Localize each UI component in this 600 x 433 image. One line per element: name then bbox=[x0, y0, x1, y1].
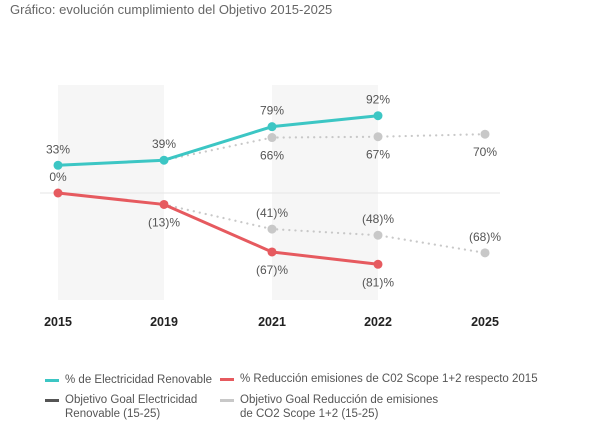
legend-item-renewable[interactable]: % de Electricidad Renovable bbox=[45, 373, 213, 387]
data-label: 33% bbox=[46, 142, 70, 156]
data-point bbox=[267, 224, 277, 234]
data-point bbox=[373, 111, 383, 121]
data-label: (67)% bbox=[256, 263, 288, 277]
data-label: 39% bbox=[152, 137, 176, 151]
data-point bbox=[159, 155, 169, 165]
chart-title: Gráfico: evolución cumplimiento del Obje… bbox=[10, 2, 333, 17]
legend-swatch-red bbox=[220, 378, 234, 381]
data-point bbox=[53, 160, 63, 170]
series-line bbox=[56, 114, 380, 167]
data-point bbox=[53, 188, 63, 198]
legend-label-line1: Objetivo Goal Electricidad bbox=[65, 394, 198, 406]
legend-swatch-dark-gray bbox=[45, 399, 59, 402]
series-line bbox=[56, 191, 380, 266]
data-label: 79% bbox=[260, 104, 284, 118]
data-point bbox=[267, 133, 277, 143]
legend-label-line1: Objetivo Goal Reducción de emisiones bbox=[240, 394, 439, 406]
data-label: 0% bbox=[49, 170, 67, 184]
data-label: 70% bbox=[473, 145, 497, 159]
x-tick-label: 2015 bbox=[44, 315, 72, 329]
data-label: (13)% bbox=[148, 215, 180, 229]
data-point bbox=[480, 248, 490, 258]
series-line bbox=[162, 133, 487, 162]
data-point bbox=[373, 230, 383, 240]
data-label: 92% bbox=[366, 93, 390, 107]
legend-item-emissions-reduction[interactable]: % Reducción emisiones de C02 Scope 1+2 r… bbox=[220, 372, 538, 386]
data-label: (41)% bbox=[256, 206, 288, 220]
legend-label: % Reducción emisiones de C02 Scope 1+2 r… bbox=[240, 373, 538, 385]
data-point bbox=[159, 199, 169, 209]
legend-swatch-light-gray bbox=[220, 399, 234, 402]
data-label: (48)% bbox=[362, 212, 394, 226]
x-tick-label: 2021 bbox=[258, 315, 286, 329]
data-label: 66% bbox=[260, 149, 284, 163]
legend-item-renewable-goal[interactable]: Objetivo Goal Electricidad Renovable (15… bbox=[45, 393, 198, 421]
legend-label-line2: Renovable (15-25) bbox=[65, 408, 161, 420]
legend-label: % de Electricidad Renovable bbox=[65, 374, 213, 386]
x-tick-label: 2025 bbox=[471, 315, 499, 329]
data-label: (68)% bbox=[469, 230, 501, 244]
x-tick-label: 2019 bbox=[150, 315, 178, 329]
data-point bbox=[480, 129, 490, 139]
legend-swatch-teal bbox=[45, 379, 59, 382]
data-point bbox=[267, 122, 277, 132]
legend-item-emissions-goal[interactable]: Objetivo Goal Reducción de emisiones de … bbox=[220, 393, 439, 421]
legend-label-line2: de CO2 Scope 1+2 (15-25) bbox=[240, 408, 379, 420]
data-label: (81)% bbox=[362, 275, 394, 289]
data-label: 67% bbox=[366, 148, 390, 162]
series-line bbox=[162, 203, 487, 254]
data-point bbox=[373, 259, 383, 269]
data-point bbox=[373, 132, 383, 142]
data-point bbox=[267, 247, 277, 257]
x-tick-label: 2022 bbox=[364, 315, 392, 329]
